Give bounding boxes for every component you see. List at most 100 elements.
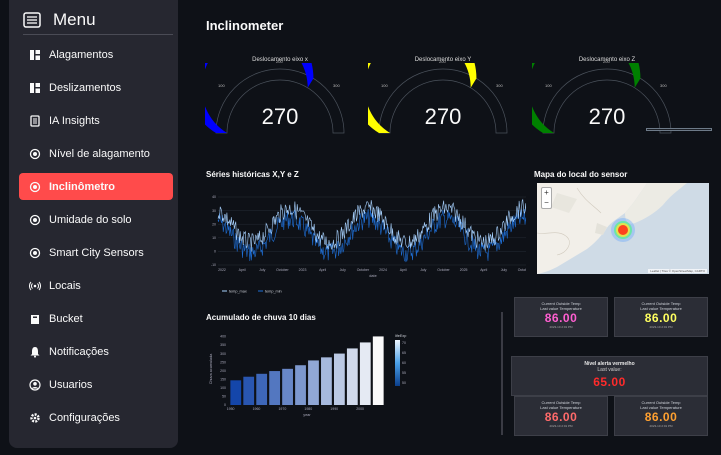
gauge-3: Deslocamento eixo Z 100 200 300 270 xyxy=(532,55,682,137)
document-icon xyxy=(30,114,40,127)
colorbar-tick-label: 70 xyxy=(402,341,406,345)
sidebar-item-label: Usuarios xyxy=(49,378,93,391)
x-tick-label: April xyxy=(480,268,487,272)
x-tick-label: April xyxy=(319,268,326,272)
bar[interactable] xyxy=(256,373,268,405)
bar[interactable] xyxy=(230,380,242,405)
y-tick-label: 300 xyxy=(220,352,226,356)
sidebar-item-bucket[interactable]: Bucket xyxy=(19,305,173,332)
x-tick-label: 1950 xyxy=(227,407,235,411)
x-tick-label: 2023 xyxy=(299,268,307,272)
sidebar-item-label: Notificações xyxy=(49,345,109,358)
bar[interactable] xyxy=(359,342,371,405)
sidebar-item-label: Inclinômetro xyxy=(49,180,116,193)
tile-value: 86.00 xyxy=(544,311,578,325)
sidebar-item-label: Locais xyxy=(49,279,81,292)
series-temp-min xyxy=(217,208,529,263)
x-tick-label: 2022 xyxy=(218,268,226,272)
tile-sublabel: Last value Temperature xyxy=(640,405,682,410)
bar[interactable] xyxy=(321,357,332,405)
sidebar-item-usuarios[interactable]: Usuarios xyxy=(19,371,173,398)
page-title: Inclinometer xyxy=(206,18,284,33)
tiles-scrollbar[interactable] xyxy=(501,312,503,435)
gauge-tick-label: 300 xyxy=(660,83,667,88)
sidebar-nav: Alagamentos Deslizamentos IA Insights Ní… xyxy=(19,41,173,437)
sidebar-item-inclinometro[interactable]: Inclinômetro xyxy=(19,173,173,200)
sidebar: Menu Alagamentos Deslizamentos IA Insigh… xyxy=(9,0,178,448)
dashboard-icon xyxy=(30,82,40,93)
x-tick-label: 2000 xyxy=(356,407,364,411)
gauge-value-bar xyxy=(205,63,314,133)
tile-label: Current Outside Temp xyxy=(641,400,681,405)
sidebar-item-label: Smart City Sensors xyxy=(49,246,144,259)
y-tick-label: 10 xyxy=(212,236,216,240)
gauge-1: Deslocamento eixo x 100 200 300 270 xyxy=(205,55,355,137)
sidebar-item-nivel-alagamento[interactable]: Nível de alagamento xyxy=(19,140,173,167)
sidebar-item-label: Alagamentos xyxy=(49,48,114,61)
gauge-value: 270 xyxy=(424,104,462,129)
dashboard-icon xyxy=(30,49,40,60)
tile-sublabel: Last value Temperature xyxy=(540,306,582,311)
zoom-in-button[interactable]: + xyxy=(544,188,549,197)
map-attribution[interactable]: Leaflet | Tiles © OpenStreetMap, CARTO xyxy=(648,269,707,273)
x-tick-label: July xyxy=(420,268,426,272)
bell-icon xyxy=(30,346,40,358)
map-zoom-control[interactable]: + − xyxy=(541,187,552,209)
sidebar-item-locais[interactable]: Locais xyxy=(19,272,173,299)
bar[interactable] xyxy=(346,348,358,405)
y-tick-label: 30 xyxy=(212,209,216,213)
bar[interactable] xyxy=(269,371,281,405)
gauge-arc xyxy=(368,63,508,134)
sidebar-item-deslizamentos[interactable]: Deslizamentos xyxy=(19,74,173,101)
x-tick-label: 2024 xyxy=(379,268,387,272)
x-tick-label: October xyxy=(357,268,370,272)
temp-tile: Current Outside Temp Last value Temperatu… xyxy=(614,396,708,436)
y-tick-label: 200 xyxy=(220,369,226,373)
x-axis-label: date xyxy=(369,274,376,278)
alert-title: Nível alerta vermelho xyxy=(584,361,635,367)
x-tick-label: July xyxy=(259,268,265,272)
temp-tile: Current Outside Temp Last value Temperatu… xyxy=(514,396,608,436)
bar[interactable] xyxy=(308,360,319,405)
x-tick-label: 1980 xyxy=(304,407,312,411)
bar[interactable] xyxy=(333,353,345,405)
sidebar-item-alagamentos[interactable]: Alagamentos xyxy=(19,41,173,68)
legend-label[interactable]: temp_min xyxy=(265,289,282,293)
gauge-arc xyxy=(532,63,672,134)
y-tick-label: 250 xyxy=(220,360,226,364)
x-tick-label: 1990 xyxy=(330,407,338,411)
menu-title: Menu xyxy=(53,9,96,29)
tile-label: Current Outside Temp xyxy=(541,400,581,405)
menu-header: Menu xyxy=(23,5,173,35)
sensor-icon xyxy=(29,148,41,159)
gauge-scroll-handle[interactable] xyxy=(646,128,712,131)
bar[interactable] xyxy=(282,368,293,405)
gauge-tick-label: 100 xyxy=(218,83,225,88)
sidebar-item-notificacoes[interactable]: Notificações xyxy=(19,338,173,365)
sensor-map[interactable]: + − Leaflet | Tiles © OpenStreetMap, CAR… xyxy=(537,183,709,274)
sidebar-item-smart-city[interactable]: Smart City Sensors xyxy=(19,239,173,266)
bar[interactable] xyxy=(295,365,306,405)
bar[interactable] xyxy=(243,376,255,405)
sidebar-item-label: Bucket xyxy=(49,312,83,325)
rain-chart-title: Acumulado de chuva 10 dias xyxy=(206,313,316,322)
sidebar-item-configuracoes[interactable]: Configurações xyxy=(19,404,173,431)
timeseries-title: Séries históricas X,Y e Z xyxy=(206,170,299,179)
x-tick-label: July xyxy=(340,268,346,272)
x-tick-label: 1960 xyxy=(253,407,261,411)
sidebar-item-ia-insights[interactable]: IA Insights xyxy=(19,107,173,134)
colorbar-tick-label: 55 xyxy=(402,371,406,375)
sidebar-item-umidade-solo[interactable]: Umidade do solo xyxy=(19,206,173,233)
x-tick-label: October xyxy=(437,268,450,272)
sensor-icon xyxy=(29,181,41,192)
tile-sublabel: Last value Temperature xyxy=(640,306,682,311)
zoom-out-button[interactable]: − xyxy=(544,198,549,207)
gauge-tick-label: 100 xyxy=(381,83,388,88)
gear-icon xyxy=(30,412,40,423)
legend-label[interactable]: temp_max xyxy=(229,289,247,293)
y-tick-label: 50 xyxy=(222,395,226,399)
sidebar-item-label: Nível de alagamento xyxy=(49,147,150,160)
menu-icon xyxy=(23,11,41,28)
x-axis-label: year xyxy=(303,413,311,417)
bar[interactable] xyxy=(372,336,384,405)
